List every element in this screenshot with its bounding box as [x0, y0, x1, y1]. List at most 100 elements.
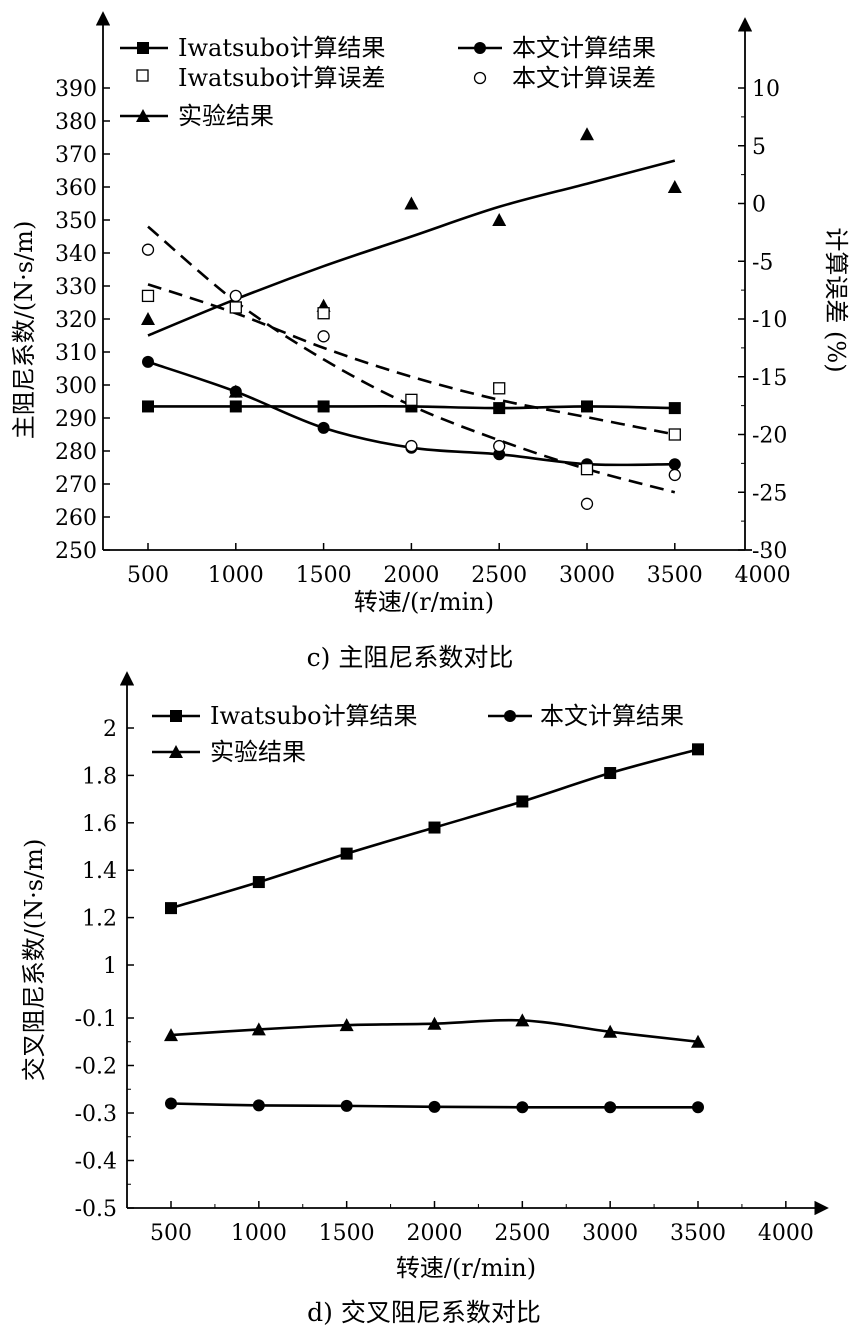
data-point: [492, 213, 507, 226]
legend-item-iwatsubo-error: Iwatsubo计算误差: [136, 64, 386, 92]
legend-item-iwatsubo-result: Iwatsubo计算结果: [120, 34, 386, 62]
x-tick-label: 4000: [735, 563, 791, 588]
y2-tick-label: -20: [752, 424, 787, 449]
data-point: [692, 1101, 704, 1114]
y-tick-label: 1.8: [82, 764, 117, 789]
y-tick-label: 250: [55, 539, 97, 564]
data-point: [229, 289, 242, 303]
panel-d-marks: [164, 743, 705, 1114]
data-point: [581, 400, 593, 413]
legend-label: 实验结果: [210, 738, 306, 766]
y-tick-label: 390: [55, 77, 97, 102]
data-point: [427, 1016, 442, 1030]
y-tick-label: 360: [55, 176, 97, 201]
data-point: [580, 497, 594, 510]
data-point: [164, 1028, 178, 1042]
panel-d-curves: [170, 748, 699, 1109]
data-point: [604, 1101, 617, 1114]
y-tick-label: 260: [55, 506, 97, 531]
y-tick-label: 1.4: [82, 859, 117, 884]
panel-d-legend: Iwatsubo计算结果 本文计算结果 实验结果: [152, 702, 684, 766]
x-tick-label: 1500: [296, 563, 352, 588]
y2-tick-label: 0: [752, 193, 766, 218]
y-tick-label: 330: [55, 275, 97, 300]
legend-label: 实验结果: [178, 102, 274, 130]
y2-tick-label: -30: [752, 539, 787, 564]
data-point: [229, 301, 242, 314]
y-tick-label: 380: [55, 110, 97, 135]
panel-c-y2-ticks: 10 5 0 -5 -10 -15 -20 -25 -30: [738, 77, 787, 580]
y-tick-label: 350: [55, 209, 97, 234]
y2-tick-label: 10: [752, 77, 780, 102]
data-point: [165, 902, 177, 915]
data-point: [580, 127, 594, 141]
data-point: [516, 1101, 529, 1114]
data-point: [141, 243, 155, 256]
data-point: [405, 439, 418, 453]
data-point: [317, 330, 330, 343]
x-tick-label: 2500: [471, 563, 527, 588]
data-point: [317, 400, 330, 413]
legend-item-experiment: 实验结果: [120, 102, 274, 130]
x-tick-label: 500: [127, 563, 169, 588]
panel-c-y-ticks: 250 260 270 280 290 300 310 320 330 340 350 360 370 3…: [55, 77, 110, 564]
y-tick-label: 370: [55, 143, 97, 168]
y-tick-label: 270: [55, 473, 97, 498]
panel-c-caption: c) 主阻尼系数对比: [307, 643, 514, 672]
y-tick-label: 280: [55, 440, 97, 465]
y-tick-label: 310: [55, 341, 97, 366]
y-tick-label: -0.2: [75, 1055, 117, 1080]
x-tick-label: 1000: [231, 1221, 287, 1246]
x-tick-label: 3000: [582, 1221, 638, 1246]
legend-label: 本文计算结果: [512, 34, 656, 62]
data-point: [252, 876, 265, 889]
legend-item-iwatsubo-result: Iwatsubo计算结果: [152, 702, 418, 730]
y2-tick-label: -25: [752, 481, 787, 506]
y-tick-label: -0.3: [75, 1102, 117, 1127]
data-point: [317, 307, 330, 320]
y-tick-label: 320: [55, 308, 97, 333]
panel-c: 250 260 270 280 290 300 310 320 330 340 350 360 370 3…: [10, 11, 850, 672]
x-tick-label: 3000: [559, 563, 615, 588]
legend-item-this-paper-result: 本文计算结果: [458, 34, 656, 62]
data-point: [339, 1018, 354, 1032]
data-point: [668, 458, 681, 471]
y-tick-label: 1.6: [82, 812, 117, 837]
panel-d-y-label: 交叉阻尼系数/(N·s/m): [20, 839, 48, 1082]
legend-label: Iwatsubo计算结果: [210, 702, 418, 730]
x-tick-label: 1500: [319, 1221, 375, 1246]
data-point: [603, 1024, 618, 1038]
data-point: [340, 1099, 353, 1112]
y2-tick-label: -10: [752, 308, 787, 333]
data-point: [604, 767, 617, 780]
y2-tick-label: -5: [752, 250, 773, 275]
legend-label: Iwatsubo计算结果: [178, 34, 386, 62]
panel-d-y-ticks: 1 1.2 1.4 1.6 1.8 2 -0.5 -0.4 -0.3 -0.2 -0.1: [75, 717, 134, 1222]
data-point: [141, 289, 155, 303]
data-point: [668, 428, 681, 441]
data-point: [691, 1034, 705, 1048]
y-tick-label: 290: [55, 407, 97, 432]
panel-c-marks: [141, 127, 682, 510]
data-point: [252, 1099, 265, 1112]
data-point: [251, 1022, 266, 1036]
y2-tick-label: 5: [752, 135, 766, 160]
data-point: [493, 402, 506, 415]
panel-c-y2-label: 计算误差 (%): [822, 227, 850, 372]
panel-c-y-label: 主阻尼系数/(N·s/m): [10, 221, 38, 440]
x-tick-label: 4000: [758, 1221, 814, 1246]
data-point: [516, 795, 529, 808]
y-tick-label: 1.2: [82, 907, 117, 932]
y-tick-label: -0.5: [75, 1197, 117, 1222]
panel-d-x-label: 转速/(r/min): [396, 1254, 536, 1282]
data-point: [404, 196, 419, 210]
y-tick-label: 340: [55, 242, 97, 267]
data-point: [405, 393, 418, 407]
x-tick-label: 2000: [383, 563, 439, 588]
x-tick-label: 500: [150, 1221, 192, 1246]
legend-item-this-paper-error: 本文计算误差: [473, 64, 656, 92]
data-point: [667, 180, 682, 193]
data-point: [692, 743, 704, 756]
x-tick-label: 2000: [407, 1221, 463, 1246]
